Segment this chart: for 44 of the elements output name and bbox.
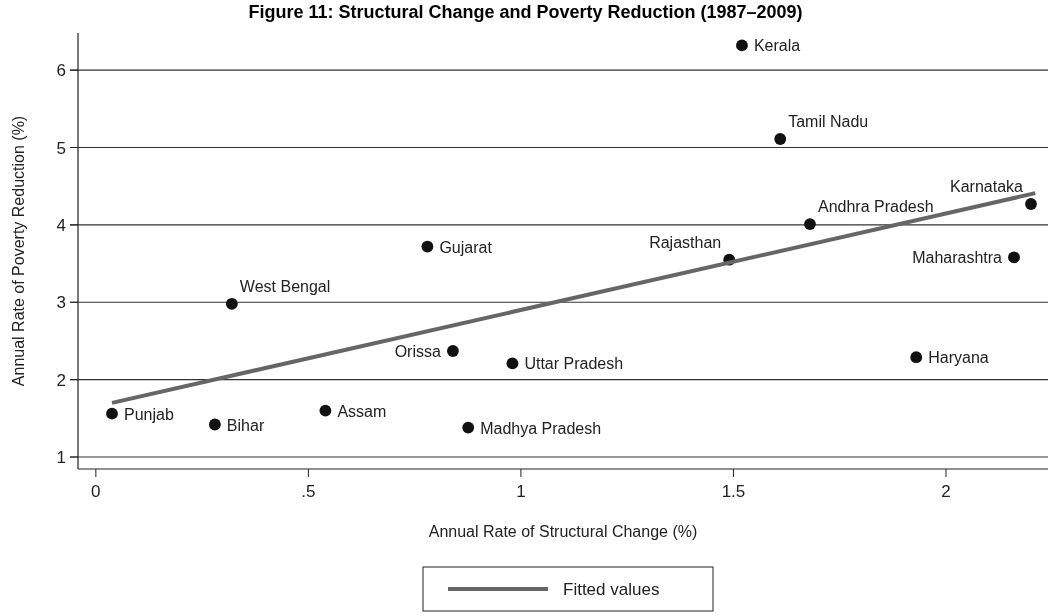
annotation: Rajasthan [649, 233, 722, 251]
point [1025, 198, 1037, 210]
annotation: Assam [337, 402, 387, 420]
point [736, 39, 748, 52]
chart-title: Figure 11: Structural Change and Poverty Reduction (1987–2009) [248, 2, 803, 22]
y-tick-label: 1 [56, 448, 66, 468]
point [208, 418, 221, 431]
point [106, 407, 118, 420]
annotation: Gujarat [439, 238, 493, 256]
annotation: Kerala [753, 37, 801, 55]
point [506, 357, 519, 370]
annotation: Maharashtra [912, 249, 1003, 267]
point [774, 133, 787, 145]
y-tick-label: 5 [56, 138, 66, 158]
y-axis-title: Annual Rate of Poverty Reduction (%) [10, 115, 27, 387]
point [804, 218, 816, 231]
annotation: Tamil Nadu [788, 113, 869, 130]
annotation: Orissa [394, 343, 441, 361]
annotation: Haryana [928, 349, 989, 367]
y-tick-label: 2 [56, 370, 66, 390]
text: Fitted values [563, 580, 660, 599]
annotation: Andhra Pradesh [817, 198, 934, 216]
point [1008, 251, 1020, 264]
annotation: Madhya Pradesh [480, 419, 602, 437]
annotation: Bihar [226, 416, 265, 434]
x-tick-label: .5 [301, 482, 316, 501]
y-tick-label: 6 [56, 61, 66, 81]
point [421, 240, 434, 253]
y-tick-label: 4 [56, 215, 66, 235]
y-tick-label: 3 [56, 293, 66, 313]
annotation: Uttar Pradesh [524, 355, 624, 373]
x-tick-label: 2 [941, 482, 951, 501]
x-tick-label: 1 [516, 482, 526, 501]
x-axis-title: Annual Rate of Structural Change (%) [428, 523, 698, 540]
point [462, 421, 475, 434]
point [225, 297, 238, 310]
x-tick-label: 1.5 [721, 482, 746, 501]
annotation: Karnataka [950, 178, 1024, 195]
annotation: Punjab [124, 405, 174, 423]
annotation: West Bengal [239, 277, 331, 295]
point [319, 404, 332, 417]
point [910, 351, 923, 364]
x-tick-label: 0 [91, 482, 101, 501]
point [446, 345, 459, 357]
